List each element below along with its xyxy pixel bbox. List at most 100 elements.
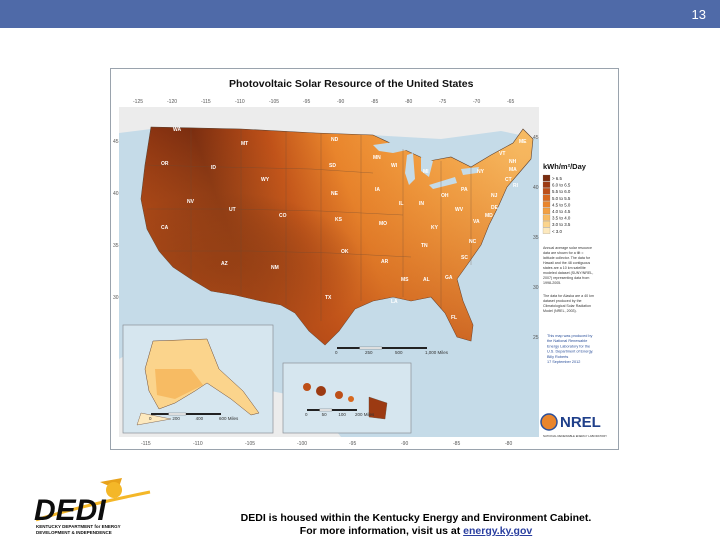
lat-left-label: 35 (113, 243, 119, 249)
scale-label: 250 (365, 350, 373, 355)
lon-top-label: -85 (371, 99, 378, 105)
legend-label: 3.0 to 3.5 (552, 222, 571, 227)
state-label-co: CO (279, 213, 287, 219)
state-label-il: IL (399, 201, 403, 207)
note-line: The data for Alaska are a 40 km (543, 294, 594, 298)
state-label-vt: VT (499, 151, 505, 157)
state-label-me: ME (519, 139, 527, 145)
lat-right-labels: 45 40 35 30 25 (533, 135, 539, 341)
lon-bottom-label: -110 (193, 441, 203, 447)
note-line: Annual average solar resource (543, 246, 592, 250)
legend-swatch (542, 194, 551, 201)
note-line: states are a 10 km satellite (543, 266, 586, 270)
legend-swatch (542, 221, 551, 228)
state-boundaries (144, 129, 472, 321)
slide-header-bar: 13 (0, 0, 720, 28)
legend-label: 3.5 to 4.0 (552, 216, 571, 221)
legend-swatch (542, 214, 551, 221)
state-label-pa: PA (461, 187, 468, 193)
legend-label: 5.5 to 6.0 (552, 189, 571, 194)
legend-label: > 6.5 (552, 176, 562, 181)
map-title: Photovoltaic Solar Resource of the Unite… (229, 78, 474, 90)
state-label-ri: RI (513, 183, 519, 189)
legend: kWh/m²/Day > 6.5 6.0 to 6.55.5 to 6.0 5.0 … (539, 107, 618, 449)
lon-top-label: -75 (439, 99, 446, 105)
state-label-nd: ND (331, 137, 339, 143)
scale-label: 400 (196, 416, 204, 421)
lon-bottom-label: -85 (453, 441, 460, 447)
state-label-ct: CT (505, 177, 512, 183)
note-line: Energy Laboratory for the (547, 344, 590, 348)
lon-bottom-labels: -115 -110 -105 -100 -95 -90 -85 -80 (141, 441, 512, 447)
note-line: This map was produced by (547, 334, 592, 338)
state-label-ar: AR (381, 259, 389, 265)
lon-top-label: -120 (167, 99, 177, 105)
nrel-logo-text: NREL (560, 414, 601, 431)
state-label-oh: OH (441, 193, 449, 199)
note-line: latitude collector. The data for (543, 256, 591, 260)
state-label-nv: NV (187, 199, 195, 205)
state-label-tx: TX (325, 295, 332, 301)
scale-label: 0 (149, 416, 152, 421)
legend-swatch (542, 201, 551, 208)
state-label-ny: NY (477, 169, 485, 175)
lon-bottom-label: -100 (297, 441, 307, 447)
lon-top-labels: -125 -120 -115 -110 -105 -95 -90 -85 -80 -75 -70 -6… (133, 99, 514, 105)
scale-label: 500 (395, 350, 403, 355)
south-shading (141, 127, 533, 345)
state-label-sd: SD (329, 163, 336, 169)
lon-bottom-label: -80 (505, 441, 512, 447)
lon-bottom-label: -90 (401, 441, 408, 447)
hawaii-scale-bar: 0 50 100 200 Miles (305, 408, 375, 417)
legend-label: < 3.0 (552, 229, 562, 234)
legend-title: kWh/m²/Day (543, 162, 587, 171)
note-line: modeled dataset (SUNY/NREL, (543, 271, 593, 275)
logo-subtext-1: KENTUCKY DEPARTMENT for ENERGY (36, 524, 121, 529)
state-label-wv: WV (455, 207, 464, 213)
logo-swoosh (35, 490, 151, 522)
state-label-ok: OK (341, 249, 349, 255)
footer-line-2-prefix: For more information, visit us at (299, 525, 464, 537)
legend-label: 4.5 to 5.0 (552, 202, 571, 207)
lat-left-labels: 45 40 35 30 (113, 139, 119, 301)
scale-label: 50 (322, 412, 328, 417)
lon-top-label: -95 (303, 99, 310, 105)
state-label-mn: MN (373, 155, 381, 161)
note-line: the National Renewable (547, 339, 587, 343)
logo-sun-disc (106, 482, 122, 498)
lon-top-label: -115 (201, 99, 211, 105)
lake-erie (429, 177, 457, 189)
legend-swatch (542, 227, 551, 234)
state-label-ne: NE (331, 191, 339, 197)
scale-label: 100 (338, 412, 346, 417)
alaska-scale-bar: 0 200 400 600 Miles (149, 412, 239, 421)
dedi-logo: DEDI KENTUCKY DEPARTMENT for ENERGY DEVE… (30, 476, 170, 538)
state-label-id: ID (211, 165, 216, 171)
scale-label: 600 Miles (219, 416, 239, 421)
energy-website-link[interactable]: energy.ky.gov (463, 525, 533, 537)
state-label-az: AZ (221, 261, 228, 267)
lat-right-label: 30 (533, 285, 539, 291)
lon-top-label: -125 (133, 99, 143, 105)
state-label-ma: MA (509, 167, 517, 173)
lon-bottom-label: -115 (141, 441, 151, 447)
state-label-ia: IA (375, 187, 380, 193)
state-label-nj: NJ (491, 193, 498, 199)
state-label-ks: KS (335, 217, 343, 223)
note-line: 2007) representing data from (543, 276, 589, 280)
lon-top-label: -105 (269, 99, 279, 105)
footer-line-2: For more information, visit us at energy… (226, 525, 606, 538)
scale-label: 0 (335, 350, 338, 355)
legend-swatch (542, 207, 551, 215)
state-label-mt: MT (241, 141, 248, 147)
note-line: dataset produced by the (543, 299, 582, 303)
state-label-nh: NH (509, 159, 517, 165)
legend-label: 5.0 to 5.5 (552, 196, 571, 201)
scale-label: 200 (172, 416, 180, 421)
lon-top-label: -65 (507, 99, 514, 105)
alaska-inset: 0 200 400 600 Miles (122, 324, 274, 434)
legend-swatch (542, 181, 551, 188)
note-line: 17 September 2012 (547, 360, 580, 364)
state-label-wy: WY (261, 177, 270, 183)
